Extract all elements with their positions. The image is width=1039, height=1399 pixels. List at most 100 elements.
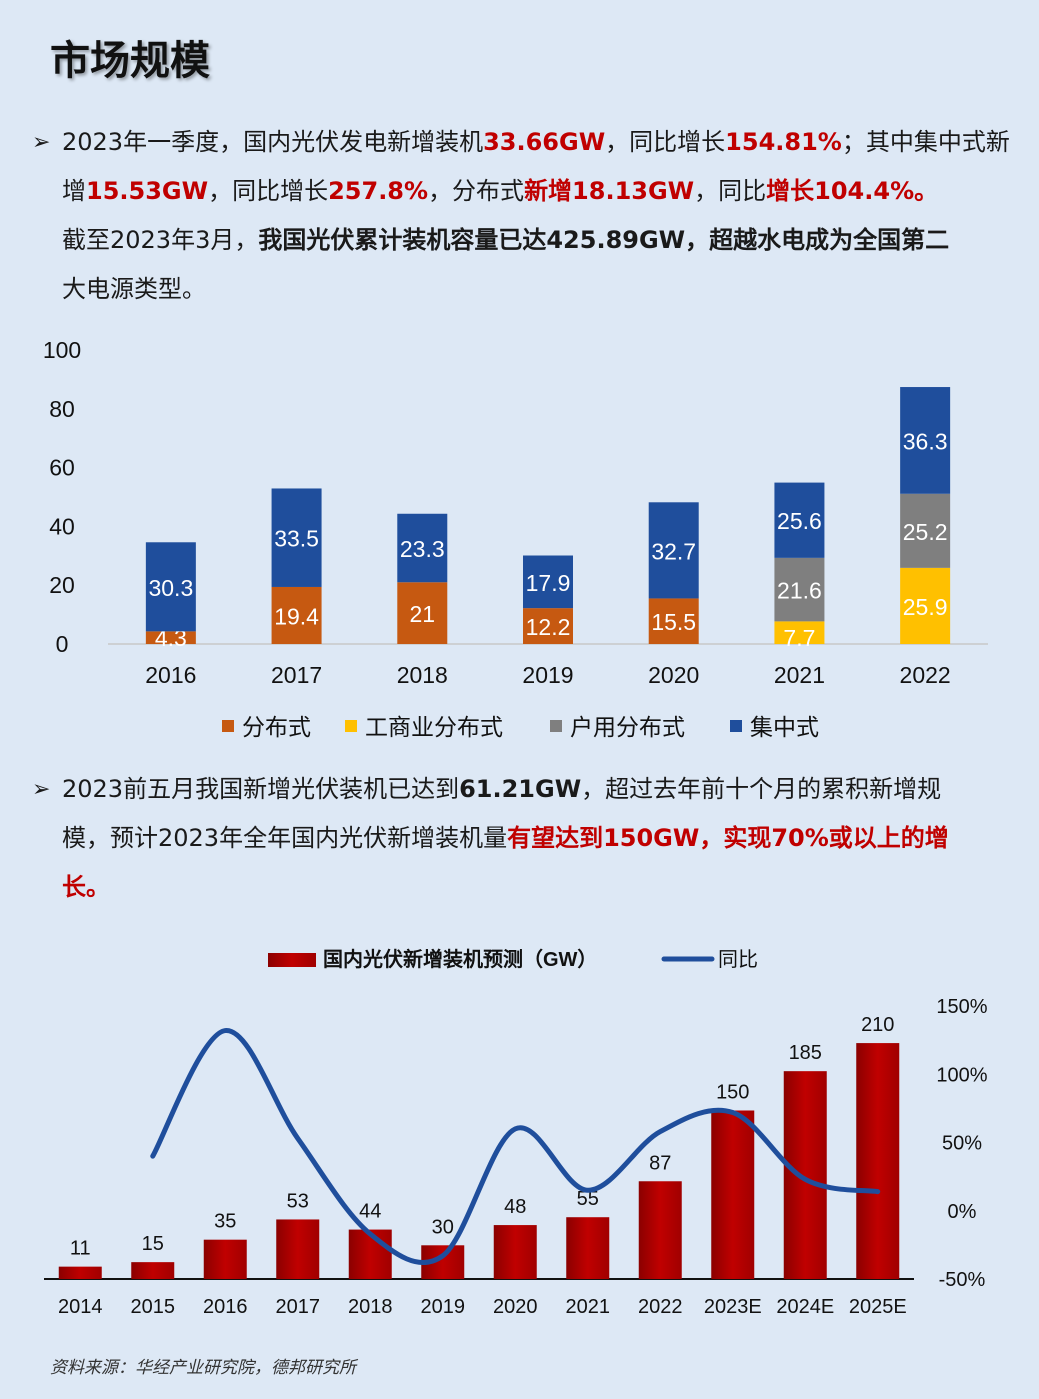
y-tick-label: 80 bbox=[49, 396, 75, 422]
bar-value-label: 11 bbox=[70, 1238, 91, 1260]
highlight-value: 新增18.13GW bbox=[524, 177, 695, 205]
data-label: 30.3 bbox=[148, 575, 193, 601]
legend-label: 户用分布式 bbox=[570, 714, 685, 740]
legend-label: 集中式 bbox=[750, 714, 819, 740]
x-tick-label: 2021 bbox=[774, 662, 825, 688]
legend-swatch bbox=[550, 720, 562, 732]
forecast-bar bbox=[276, 1219, 320, 1279]
text-segment: 2023前五月我国新增光伏装机已达到 bbox=[62, 775, 460, 803]
bar-value-label: 35 bbox=[214, 1211, 236, 1233]
forecast-bar bbox=[131, 1262, 175, 1279]
legend-label: 国内光伏新增装机预测（GW） bbox=[323, 947, 597, 971]
arrow-bullet-icon: ➢ bbox=[32, 130, 51, 155]
forecast-bar bbox=[711, 1110, 755, 1279]
bar-segment bbox=[271, 586, 322, 644]
text-segment: ，超过去年前十个月的累积新增规模，预计2023年全年国内光伏新增装机量 bbox=[62, 775, 942, 852]
bar-segment bbox=[774, 621, 825, 644]
data-label: 12.2 bbox=[526, 614, 571, 640]
forecast-bar bbox=[348, 1229, 392, 1279]
bar-value-label: 150 bbox=[716, 1081, 749, 1103]
bar-segment bbox=[523, 555, 573, 609]
data-label: 25.6 bbox=[777, 508, 822, 534]
legend-label: 同比 bbox=[718, 948, 758, 971]
x-tick-label: 2022 bbox=[900, 662, 951, 688]
forecast-bar bbox=[566, 1217, 610, 1279]
data-label: 25.9 bbox=[903, 594, 948, 620]
highlight-value: 33.66GW bbox=[483, 128, 606, 156]
text-segment: ；其中集中式新增 bbox=[62, 128, 1010, 205]
x-tick-label: 2019 bbox=[522, 662, 573, 688]
bold-value: 61.21GW bbox=[459, 775, 582, 803]
bar-value-label: 55 bbox=[577, 1188, 599, 1210]
x-tick-label: 2020 bbox=[493, 1296, 538, 1318]
legend-label: 分布式 bbox=[242, 714, 311, 740]
y-tick-label: 100 bbox=[43, 337, 81, 363]
data-label: 21.6 bbox=[777, 578, 822, 604]
data-label: 7.7 bbox=[783, 625, 815, 651]
data-label: 21 bbox=[409, 601, 435, 627]
bar-segment bbox=[774, 557, 825, 622]
data-label: 19.4 bbox=[274, 603, 319, 629]
data-label: 15.5 bbox=[651, 609, 696, 635]
data-label: 25.2 bbox=[903, 519, 948, 545]
text-segment: 截至2023年3月， bbox=[62, 226, 259, 254]
text-segment: ，同比增长 bbox=[208, 177, 329, 205]
bar-segment bbox=[397, 582, 448, 644]
bar-value-label: 48 bbox=[504, 1196, 526, 1218]
bar-segment bbox=[271, 488, 322, 587]
data-label: 17.9 bbox=[526, 570, 571, 596]
x-tick-label: 2016 bbox=[145, 662, 196, 688]
bar-segment bbox=[397, 513, 448, 583]
x-tick-label: 2014 bbox=[58, 1296, 103, 1318]
bar-value-label: 210 bbox=[861, 1014, 894, 1036]
bar-segment bbox=[774, 482, 825, 558]
text-segment: ，同比 bbox=[694, 177, 767, 205]
bar-segment bbox=[900, 567, 951, 644]
data-label: 36.3 bbox=[903, 428, 948, 454]
y-tick-label: 0 bbox=[56, 631, 69, 657]
data-label: 23.3 bbox=[400, 536, 445, 562]
x-tick-label: 2017 bbox=[276, 1296, 321, 1318]
bar-segment bbox=[523, 608, 573, 644]
y-right-tick-label: 0% bbox=[948, 1201, 977, 1223]
bar-segment bbox=[900, 387, 951, 494]
bar-segment bbox=[145, 631, 196, 644]
forecast-bar bbox=[638, 1181, 682, 1279]
x-tick-label: 2022 bbox=[638, 1296, 683, 1318]
data-label: 32.7 bbox=[651, 538, 696, 564]
bar-value-label: 53 bbox=[287, 1190, 309, 1212]
y-tick-label: 20 bbox=[49, 572, 75, 598]
bar-value-label: 15 bbox=[142, 1233, 164, 1255]
highlight-value: 154.81% bbox=[725, 128, 842, 156]
page-title: 市场规模 bbox=[50, 37, 210, 84]
bullet-text-1: 2023年一季度，国内光伏发电新增装机33.66GW ，同比增长 154.81%；其… bbox=[62, 118, 1032, 314]
legend-label: 工商业分布式 bbox=[365, 714, 503, 740]
forecast-bar bbox=[856, 1043, 900, 1279]
legend-swatch bbox=[730, 720, 742, 732]
forecast-bar bbox=[493, 1225, 537, 1279]
stacked-bar-chart: 0204060801004.330.3201619.433.520172123.… bbox=[43, 337, 988, 740]
text-segment: 大电源类型。 bbox=[62, 275, 206, 303]
bar-value-label: 87 bbox=[649, 1152, 671, 1174]
text-segment: 2023年一季度，国内光伏发电新增装机 bbox=[62, 128, 484, 156]
bullet-paragraph-2: ➢ 2023前五月我国新增光伏装机已达到61.21GW，超过去年前十个月的累积新… bbox=[32, 765, 1032, 912]
y-tick-label: 40 bbox=[49, 513, 75, 539]
x-tick-label: 2015 bbox=[131, 1296, 176, 1318]
y-right-tick-label: 100% bbox=[936, 1064, 987, 1086]
forecast-bar bbox=[58, 1266, 102, 1279]
highlight-value: 15.53GW bbox=[86, 177, 209, 205]
x-tick-label: 2021 bbox=[566, 1296, 611, 1318]
legend-swatch bbox=[345, 720, 357, 732]
y-right-tick-label: 150% bbox=[936, 996, 987, 1018]
y-right-tick-label: 50% bbox=[942, 1133, 982, 1155]
y-right-tick-label: -50% bbox=[939, 1269, 986, 1291]
x-tick-label: 2025E bbox=[849, 1296, 907, 1318]
arrow-bullet-icon: ➢ bbox=[32, 777, 51, 802]
yoy-line bbox=[150, 1028, 881, 1265]
bar-segment bbox=[145, 542, 196, 632]
forecast-bar-line-chart: 国内光伏新增装机预测（GW） 同比 11 2014 15 2015 35 2016 53 2017… bbox=[44, 947, 988, 1318]
text-segment: ，分布式 bbox=[428, 177, 525, 205]
highlight-value: 增长104.4%。 bbox=[766, 177, 939, 205]
x-tick-label: 2018 bbox=[397, 662, 448, 688]
data-label: 33.5 bbox=[274, 526, 319, 552]
